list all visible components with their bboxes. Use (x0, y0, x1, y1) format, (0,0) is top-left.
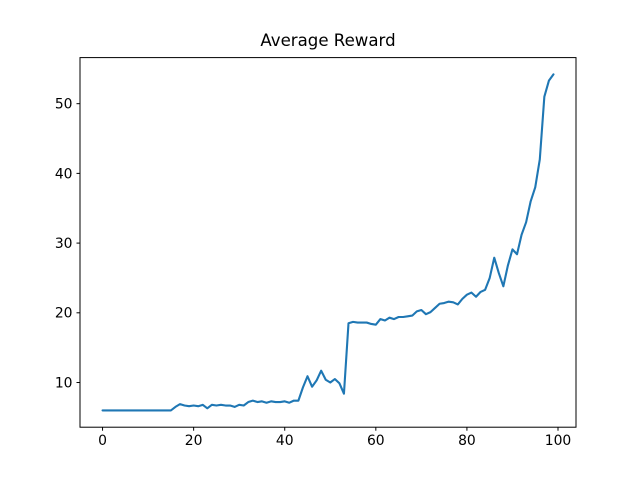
x-tick-label: 0 (98, 433, 107, 449)
average-reward-line (101, 73, 555, 412)
y-tick-label: 10 (55, 375, 73, 391)
axes-spines (79, 57, 577, 428)
x-tick-label: 80 (458, 433, 476, 449)
x-tick-label: 60 (367, 433, 385, 449)
x-tick-label: 100 (545, 433, 572, 449)
x-tick-label: 40 (276, 433, 294, 449)
x-tick-label: 20 (185, 433, 203, 449)
y-tick-label: 30 (55, 236, 73, 252)
chart-title: Average Reward (260, 31, 396, 50)
y-tick-label: 40 (55, 166, 73, 182)
y-tick-label: 20 (55, 306, 73, 322)
y-tick-label: 50 (55, 97, 73, 113)
